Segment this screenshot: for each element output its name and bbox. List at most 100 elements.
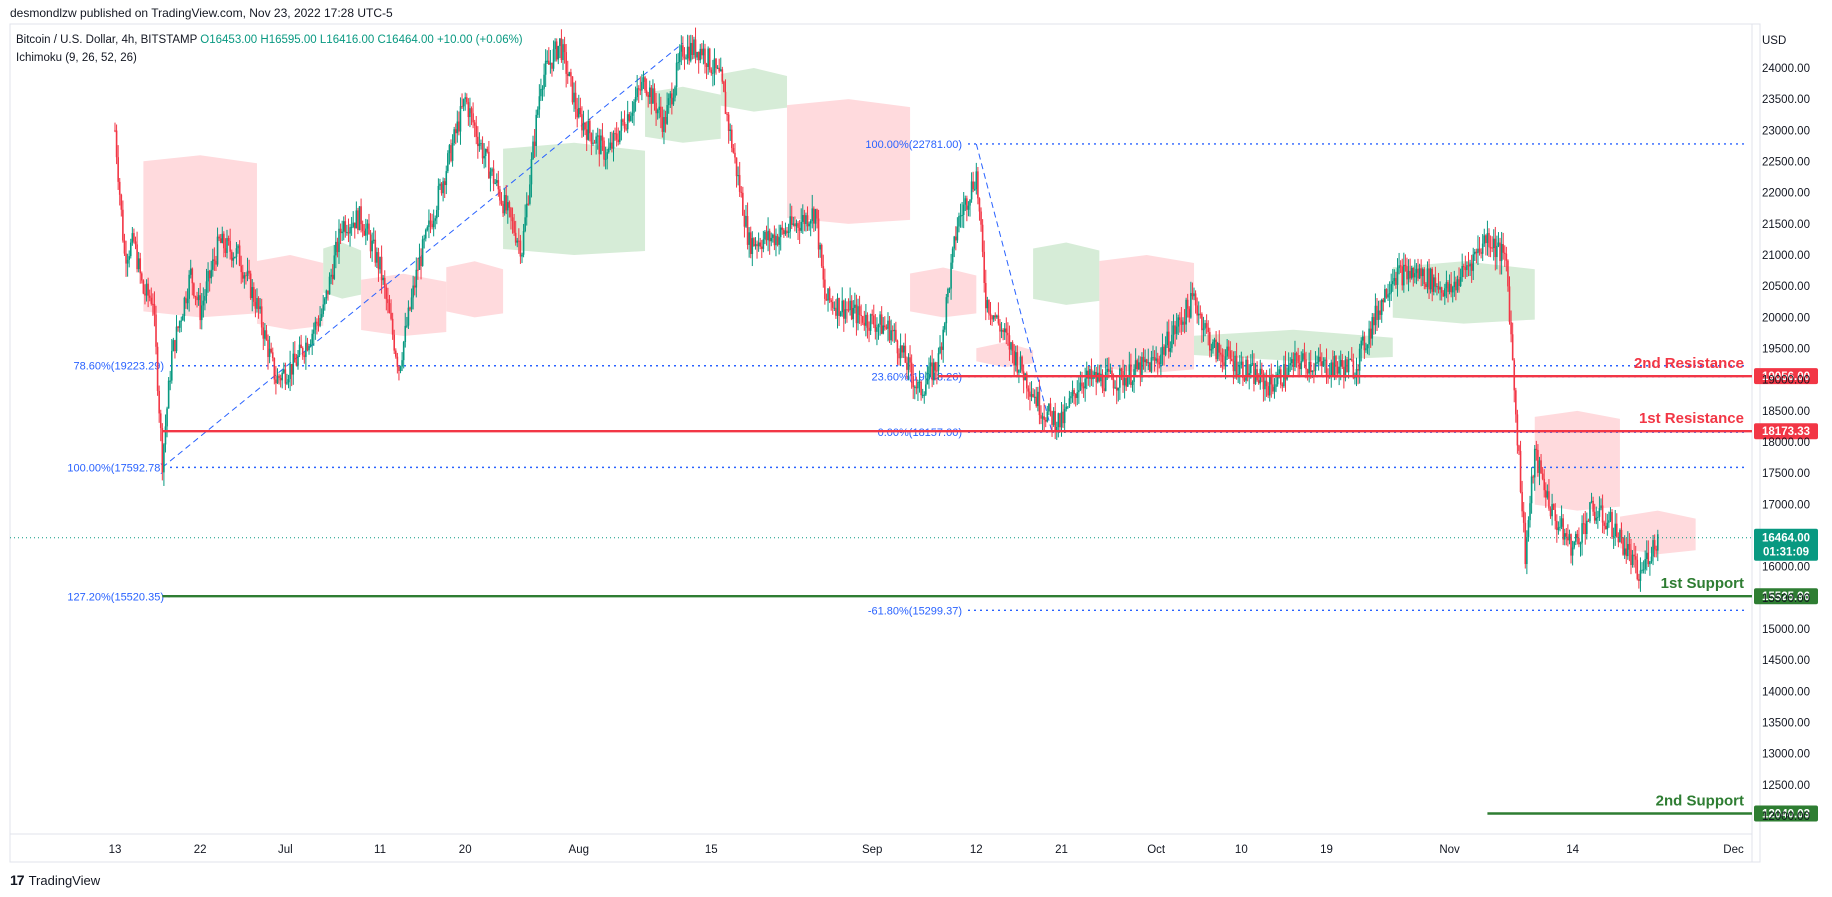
candle-body	[139, 258, 142, 274]
candle-body	[940, 346, 943, 350]
candle-body	[991, 315, 993, 320]
pane-border	[9, 23, 1761, 863]
candle-body	[357, 210, 359, 231]
candle-body	[418, 257, 421, 270]
candle-body	[912, 375, 915, 388]
candle-body	[1037, 391, 1039, 407]
candle-body	[407, 307, 410, 326]
candle-body	[1164, 345, 1167, 355]
candle-body	[484, 148, 487, 156]
candle-body	[475, 125, 478, 137]
tradingview-logo[interactable]: 17 TradingView	[10, 872, 100, 888]
candle-body	[1221, 354, 1224, 363]
candle-body	[1645, 552, 1648, 560]
candle-body	[1376, 305, 1378, 320]
candle-body	[1139, 362, 1142, 378]
candle-body	[1182, 321, 1184, 325]
candle-body	[1070, 396, 1072, 399]
candle-body	[426, 227, 429, 230]
price-tick-label: 21000.00	[1762, 250, 1810, 262]
candle-body	[1136, 360, 1139, 370]
price-tick-label: 23000.00	[1762, 125, 1810, 137]
candle-body	[830, 300, 832, 302]
candle-body	[1051, 411, 1053, 425]
candle-body	[620, 119, 623, 131]
candle-body	[682, 45, 684, 57]
candle-body	[1567, 536, 1569, 541]
candle-body	[317, 323, 320, 326]
candle-body	[1474, 251, 1476, 255]
level-label: 2nd Support	[1656, 793, 1744, 810]
candle-body	[955, 236, 957, 241]
candle-body	[858, 306, 861, 315]
candle-body	[1360, 340, 1363, 349]
candle-body	[652, 88, 654, 104]
candle-body	[413, 285, 416, 288]
price-tick-label: 15000.00	[1762, 624, 1810, 636]
candle-body	[1193, 293, 1195, 297]
candle-body	[1475, 251, 1478, 254]
candle-body	[431, 223, 433, 228]
candle-body	[689, 42, 692, 61]
candle-body	[768, 230, 771, 242]
candle-body	[950, 262, 952, 289]
candle-body	[1611, 512, 1613, 537]
candle-body	[1420, 268, 1422, 277]
time-axis[interactable]: 13 22 Jul 11 20 Aug 15 Sep 12 21 Oct 10 19 Nov 14 Dec	[109, 844, 1744, 856]
candle-body	[1227, 346, 1230, 351]
candle-body	[1240, 361, 1243, 366]
candle-body	[1485, 235, 1487, 244]
candle-body	[200, 305, 203, 321]
candle-body	[655, 102, 657, 114]
publisher-line: desmondlzw published on TradingView.com,…	[10, 6, 393, 20]
current-price-value: 16464.00	[1762, 533, 1810, 545]
candle-body	[601, 135, 604, 141]
cloud-segment	[976, 342, 1034, 368]
candle-body	[764, 231, 766, 240]
candle-body	[1489, 247, 1492, 249]
candle-body	[514, 232, 517, 243]
candle-body	[1469, 263, 1471, 267]
candle-body	[1417, 268, 1419, 279]
candle-body	[243, 275, 246, 279]
candle-body	[462, 98, 465, 107]
candle-body	[1194, 293, 1197, 306]
ohlc-change: +10.00 (+0.06%)	[436, 34, 523, 46]
level-label: 1st Resistance	[1639, 410, 1744, 427]
candle-body	[674, 87, 676, 98]
price-axis[interactable]: 24000.00 23500.00 23000.00 22500.00 22000.00…	[1762, 63, 1810, 823]
candle-body	[773, 234, 776, 246]
candle-body	[822, 266, 825, 280]
symbol-name[interactable]: Bitcoin / U.S. Dollar, 4h, BITSTAMP	[16, 34, 198, 46]
price-tick-label: 16000.00	[1762, 562, 1810, 574]
candle-body	[1218, 343, 1221, 353]
candle-body	[1270, 375, 1273, 385]
candle-body	[1543, 478, 1546, 491]
level-price-tag	[1754, 423, 1818, 440]
candle-body	[1197, 313, 1200, 316]
candle-body	[1644, 559, 1646, 570]
candle-body	[382, 277, 384, 281]
candle-body	[713, 58, 716, 73]
candle-body	[1306, 369, 1309, 374]
candle-body	[510, 207, 512, 218]
indicator-legend[interactable]: Ichimoku (9, 26, 52, 26)	[16, 52, 137, 64]
candle-body	[508, 202, 511, 208]
candle-body	[735, 157, 738, 177]
candle-body	[1649, 561, 1651, 565]
candle-body	[885, 327, 888, 329]
candle-body	[1330, 362, 1333, 376]
candle-body	[726, 114, 728, 116]
candle-body	[1544, 490, 1547, 498]
candle-body	[1521, 491, 1523, 512]
price-tick-label: 24000.00	[1762, 63, 1810, 75]
candle-body	[909, 357, 911, 363]
candle-body	[459, 106, 462, 132]
candle-body	[778, 237, 780, 245]
currency-label: USD	[1762, 35, 1786, 47]
candle-body	[527, 203, 530, 205]
candle-body	[849, 300, 851, 311]
candle-body	[1112, 379, 1115, 389]
candle-body	[204, 295, 206, 301]
